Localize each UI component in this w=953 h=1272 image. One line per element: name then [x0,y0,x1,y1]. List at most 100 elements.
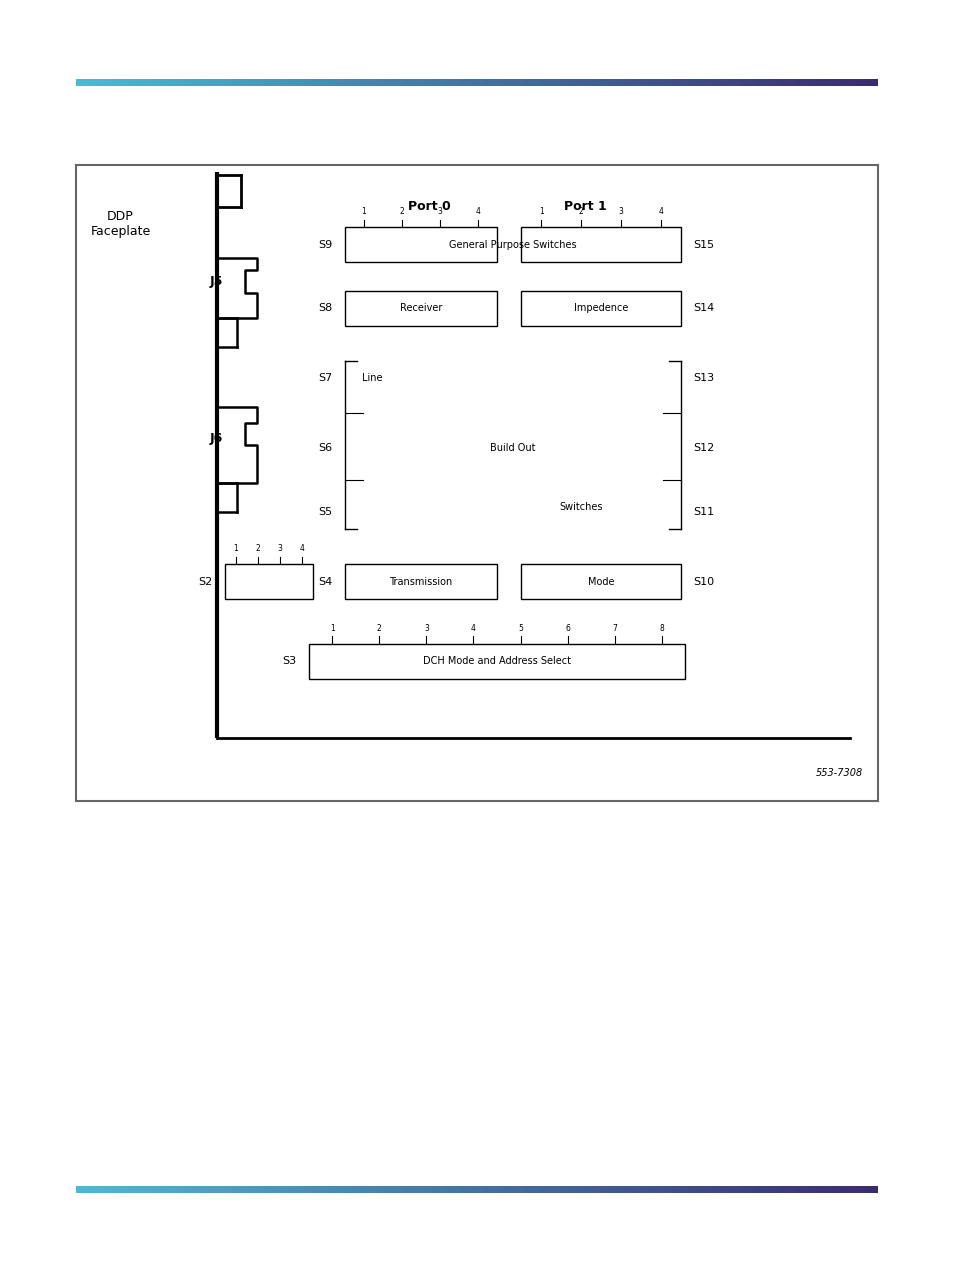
Bar [507,79,511,86]
Bar [415,1186,418,1193]
Bar [495,79,498,86]
Bar [270,1186,274,1193]
Text: S7: S7 [317,374,332,383]
Bar [663,1186,668,1193]
Bar [462,1186,466,1193]
Text: S8: S8 [317,304,332,313]
Bar [366,79,370,86]
Bar [261,1186,265,1193]
Bar [821,1186,824,1193]
Bar [290,1186,294,1193]
Bar [132,1186,136,1193]
Bar [430,79,435,86]
Bar [571,79,575,86]
Bar [607,1186,611,1193]
Bar [92,79,96,86]
Bar [201,79,205,86]
Bar [475,1186,478,1193]
Bar [502,1186,507,1193]
Bar [828,1186,833,1193]
Bar [563,1186,567,1193]
Bar [716,79,720,86]
Bar [250,79,253,86]
Bar [253,79,257,86]
Bar [277,79,281,86]
Bar [523,1186,527,1193]
Bar [801,79,804,86]
Bar [817,79,821,86]
Bar [515,1186,518,1193]
Bar [209,79,213,86]
Bar [438,79,442,86]
Bar [724,79,728,86]
Bar [402,79,406,86]
Bar [306,79,310,86]
Bar [442,79,446,86]
Bar [616,1186,619,1193]
Bar [760,79,764,86]
Bar [76,1186,80,1193]
Bar [555,79,559,86]
Bar [478,1186,482,1193]
Bar [378,79,382,86]
Bar [265,1186,270,1193]
Text: 4: 4 [659,207,663,216]
Bar [205,79,209,86]
Bar [708,1186,712,1193]
Bar [245,79,250,86]
Bar [362,1186,366,1193]
Text: 7: 7 [612,623,617,632]
Bar [217,79,221,86]
Bar [696,1186,700,1193]
Bar [579,79,583,86]
Bar [756,1186,760,1193]
Bar [189,79,193,86]
Bar [120,79,125,86]
Bar [623,1186,627,1193]
Bar [804,79,808,86]
Bar [446,79,451,86]
Bar [547,1186,551,1193]
Bar [165,79,169,86]
Bar [538,79,543,86]
Bar [442,1186,446,1193]
Bar [250,1186,253,1193]
Bar [172,1186,177,1193]
Bar [342,79,346,86]
Bar [520,228,680,262]
Bar [265,79,270,86]
Text: 1: 1 [233,544,237,553]
Bar [740,1186,744,1193]
Bar [683,1186,688,1193]
Bar [853,1186,857,1193]
Bar [551,79,555,86]
Bar [518,79,523,86]
Bar [583,1186,587,1193]
Text: 3: 3 [277,544,282,553]
Bar [357,1186,362,1193]
Bar [652,79,656,86]
Bar [804,1186,808,1193]
Bar [833,79,837,86]
Bar [599,1186,603,1193]
Bar [861,79,864,86]
Bar [679,79,683,86]
Bar [703,79,708,86]
Bar [152,79,156,86]
Text: 4: 4 [471,623,476,632]
Bar [213,1186,217,1193]
Bar [301,1186,306,1193]
Bar [659,1186,663,1193]
Bar [752,1186,756,1193]
Bar [257,1186,261,1193]
Bar [245,1186,250,1193]
Bar [145,79,149,86]
Bar [708,79,712,86]
Text: DCH Mode and Address Select: DCH Mode and Address Select [422,656,571,667]
Bar [257,79,261,86]
Bar [229,1186,233,1193]
Bar [89,1186,92,1193]
Bar [120,1186,125,1193]
Text: 6: 6 [564,623,570,632]
Bar [80,1186,84,1193]
